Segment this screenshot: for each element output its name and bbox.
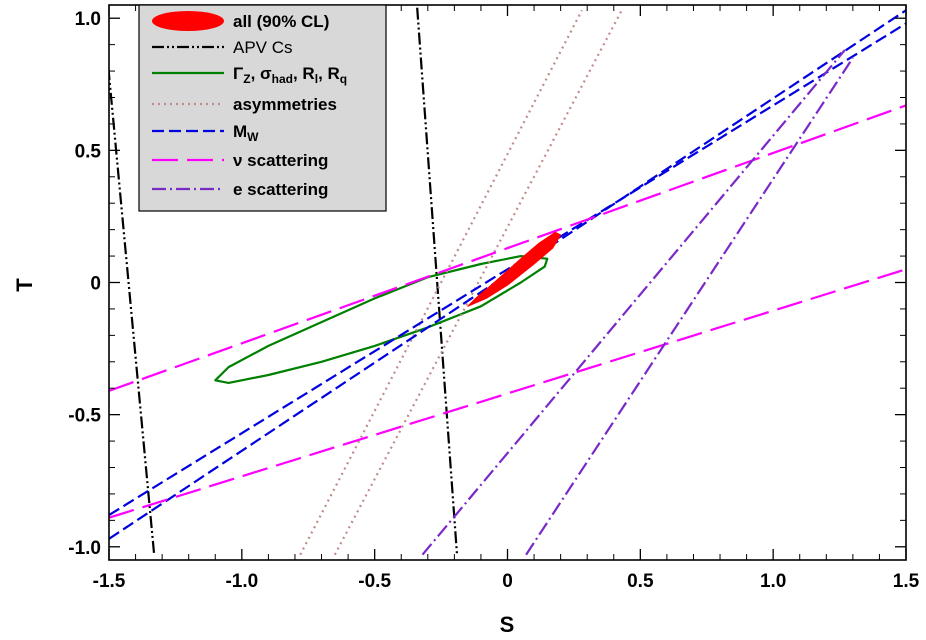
nu-scattering-line-2 [109, 268, 906, 519]
series-e-scattering [421, 49, 854, 556]
nu-scattering-line-1 [109, 104, 906, 392]
series-all-90-cl [467, 231, 562, 307]
legend-entry-z-lineshape: ΓZ, σhad, Rl, Rq [152, 64, 347, 86]
legend-label: ν scattering [233, 151, 328, 170]
x-tick-label: -0.5 [358, 571, 391, 592]
legend-entry-all: all (90% CL) [152, 11, 329, 31]
series-nu-scattering [109, 104, 906, 519]
legend-label: e scattering [233, 180, 328, 199]
legend-label-part: , R [293, 64, 315, 83]
x-tick-label: 1.0 [760, 571, 786, 592]
asymmetries-line-1 [299, 9, 583, 556]
legend-label: MW [233, 122, 259, 144]
legend-entry-mw: MW [152, 122, 259, 144]
legend-label: all (90% CL) [233, 12, 329, 31]
legend-label-subscript: had [272, 72, 293, 86]
legend-label: ΓZ, σhad, Rl, Rq [233, 64, 347, 86]
legend-label: APV Cs [233, 38, 293, 57]
legend-label-part: , R [318, 64, 340, 83]
z-lineshape-contour [214, 255, 549, 384]
y-axis-title: T [12, 278, 37, 292]
legend-entry-apv-cs: APV Cs [152, 38, 293, 57]
legend-entry-asymmetries: asymmetries [152, 95, 337, 114]
x-tick-label: 0 [502, 571, 513, 592]
legend-swatch-region [152, 11, 224, 31]
asymmetries-line-2 [333, 9, 623, 556]
legend-box [138, 4, 387, 212]
y-tick-label: 1.0 [75, 9, 101, 30]
y-tick-label: -1.0 [68, 538, 101, 559]
legend-label-subscript: l [315, 72, 318, 86]
series-apv-cs [109, 7, 459, 555]
legend-label-subscript: Z [243, 72, 250, 86]
legend-label-part: M [233, 122, 247, 141]
tick-labels: -1.5 -1.0 -0.5 0 0.5 1.0 1.5 -1.0 -0.5 0 0.5 1.0 [68, 9, 919, 592]
y-tick-label: -0.5 [68, 406, 101, 427]
mw-line-2 [109, 22, 906, 517]
legend-label-part: , σ [251, 64, 272, 83]
apv-cs-line-2 [416, 7, 459, 555]
e-scattering-line-1 [421, 49, 846, 556]
legend-entry-e-scattering: e scattering [152, 180, 328, 199]
x-tick-label: 1.5 [893, 571, 920, 592]
x-tick-label: -1.0 [225, 571, 258, 592]
y-tick-label: 0 [90, 274, 101, 295]
legend-entry-nu-scattering: ν scattering [152, 151, 328, 170]
x-tick-label: 0.5 [627, 571, 654, 592]
x-axis-title: S [500, 612, 515, 637]
x-tick-label: -1.5 [93, 571, 126, 592]
legend-label-part: Γ [233, 64, 243, 83]
legend-label-subscript: q [340, 72, 347, 86]
plot-area [109, 7, 906, 556]
legend-label-subscript: W [247, 130, 259, 144]
legend-label: asymmetries [233, 95, 337, 114]
all-90-cl-region [467, 231, 562, 307]
e-scattering-line-2 [525, 57, 854, 556]
series-asymmetries [299, 9, 623, 556]
y-tick-label: 0.5 [75, 141, 102, 162]
series-z-lineshape [214, 255, 549, 384]
